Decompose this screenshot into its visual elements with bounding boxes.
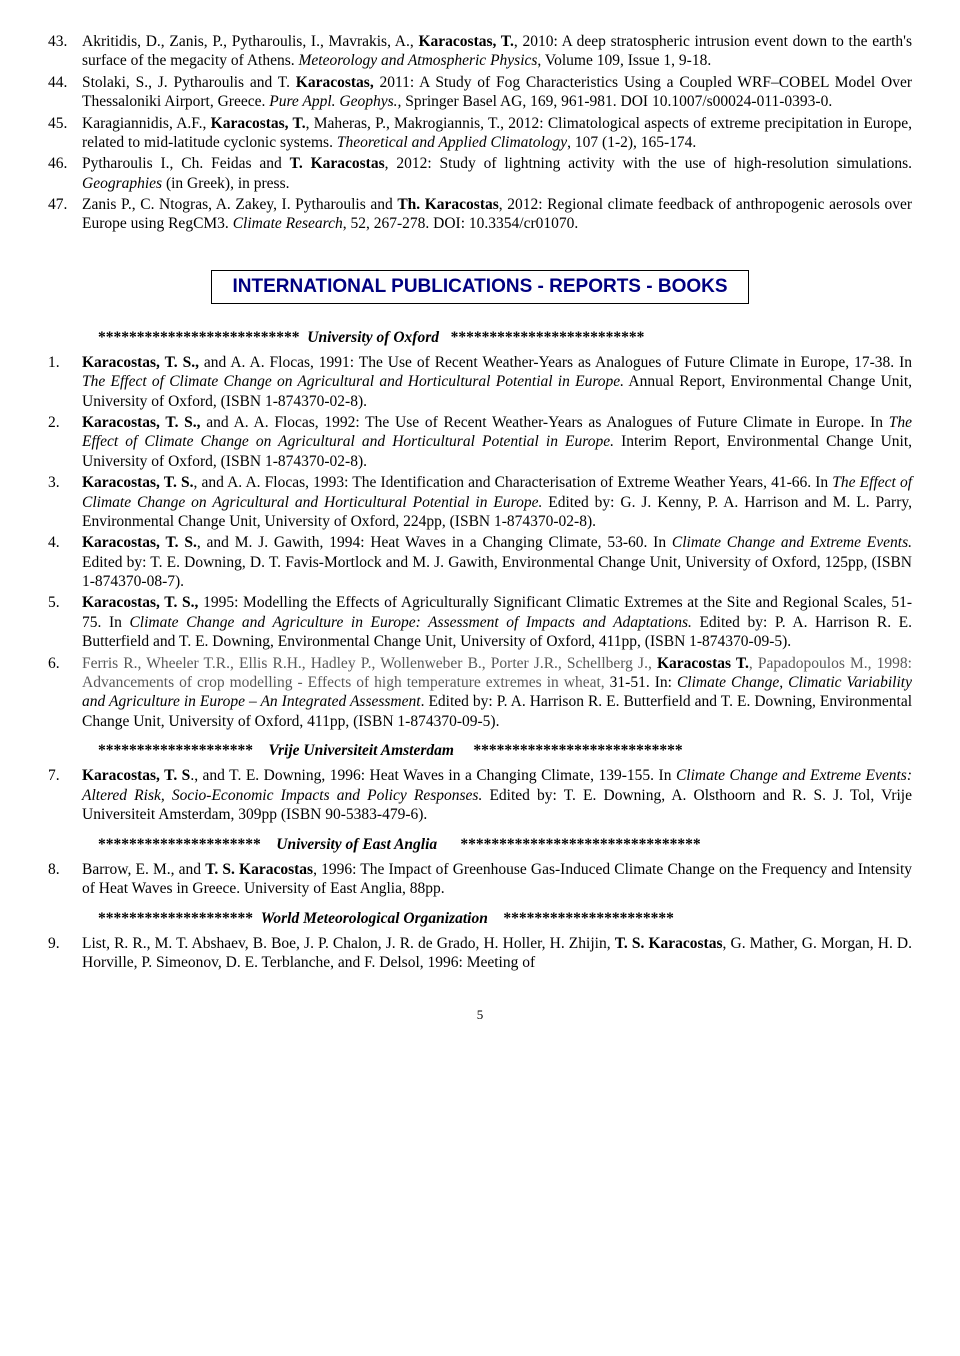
asterisks-left: ******************** (98, 742, 253, 759)
reference-item: 8.Barrow, E. M., and T. S. Karacostas, 1… (48, 860, 912, 899)
reference-number: 6. (48, 654, 82, 732)
reference-number: 9. (48, 934, 82, 973)
reference-number: 45. (48, 114, 82, 153)
section-header-wrap: INTERNATIONAL PUBLICATIONS - REPORTS - B… (48, 270, 912, 304)
vrije-references-list: 7.Karacostas, T. S., and T. E. Downing, … (48, 766, 912, 824)
reference-item: 1.Karacostas, T. S., and A. A. Flocas, 1… (48, 353, 912, 411)
reference-number: 1. (48, 353, 82, 411)
subheader-title: University of East Anglia (265, 836, 457, 853)
reference-body: Karacostas, T. S., 1995: Modelling the E… (82, 593, 912, 651)
reference-body: Karacostas, T. S., and A. A. Flocas, 199… (82, 473, 912, 531)
subheader-title: Vrije Universiteit Amsterdam (257, 742, 470, 759)
reference-number: 5. (48, 593, 82, 651)
asterisks-right: ********************** (503, 910, 674, 927)
reference-body: Karacostas, T. S., and T. E. Downing, 19… (82, 766, 912, 824)
reference-item: 3.Karacostas, T. S., and A. A. Flocas, 1… (48, 473, 912, 531)
subheader-title: World Meteorological Organization (257, 910, 500, 927)
reference-number: 47. (48, 195, 82, 234)
reference-number: 8. (48, 860, 82, 899)
reference-item: 9.List, R. R., M. T. Abshaev, B. Boe, J.… (48, 934, 912, 973)
reference-number: 44. (48, 73, 82, 112)
reference-body: List, R. R., M. T. Abshaev, B. Boe, J. P… (82, 934, 912, 973)
reference-number: 3. (48, 473, 82, 531)
reference-body: Ferris R., Wheeler T.R., Ellis R.H., Had… (82, 654, 912, 732)
asterisks-left: ********************* (98, 836, 261, 853)
reference-body: Karagiannidis, A.F., Karacostas, T., Mah… (82, 114, 912, 153)
reference-number: 4. (48, 533, 82, 591)
reference-item: 4.Karacostas, T. S., and M. J. Gawith, 1… (48, 533, 912, 591)
reference-body: Akritidis, D., Zanis, P., Pytharoulis, I… (82, 32, 912, 71)
reference-item: 47.Zanis P., C. Ntogras, A. Zakey, I. Py… (48, 195, 912, 234)
asterisks-left: ************************** (98, 329, 300, 346)
asterisks-left: ******************** (98, 910, 253, 927)
reference-body: Karacostas, T. S., and A. A. Flocas, 199… (82, 353, 912, 411)
subheader-oxford: ************************** University of… (98, 328, 912, 347)
reference-number: 43. (48, 32, 82, 71)
subheader-anglia: ********************* University of East… (98, 835, 912, 854)
subheader-vrije: ******************** Vrije Universiteit … (98, 741, 912, 760)
reference-number: 46. (48, 154, 82, 193)
asterisks-right: ************************* (451, 329, 645, 346)
reference-body: Karacostas, T. S., and M. J. Gawith, 199… (82, 533, 912, 591)
top-references-list: 43.Akritidis, D., Zanis, P., Pytharoulis… (48, 32, 912, 234)
reference-item: 6.Ferris R., Wheeler T.R., Ellis R.H., H… (48, 654, 912, 732)
page-number: 5 (48, 1007, 912, 1023)
anglia-references-list: 8.Barrow, E. M., and T. S. Karacostas, 1… (48, 860, 912, 899)
reference-number: 2. (48, 413, 82, 471)
reference-item: 2.Karacostas, T. S., and A. A. Flocas, 1… (48, 413, 912, 471)
subheader-wmo: ******************** World Meteorologica… (98, 909, 912, 928)
reference-item: 44.Stolaki, S., J. Pytharoulis and T. Ka… (48, 73, 912, 112)
reference-item: 45.Karagiannidis, A.F., Karacostas, T., … (48, 114, 912, 153)
wmo-references-list: 9.List, R. R., M. T. Abshaev, B. Boe, J.… (48, 934, 912, 973)
reference-item: 7.Karacostas, T. S., and T. E. Downing, … (48, 766, 912, 824)
oxford-references-list: 1.Karacostas, T. S., and A. A. Flocas, 1… (48, 353, 912, 731)
reference-item: 5.Karacostas, T. S., 1995: Modelling the… (48, 593, 912, 651)
section-title: INTERNATIONAL PUBLICATIONS - REPORTS - B… (211, 270, 748, 304)
reference-body: Stolaki, S., J. Pytharoulis and T. Karac… (82, 73, 912, 112)
reference-body: Karacostas, T. S., and A. A. Flocas, 199… (82, 413, 912, 471)
asterisks-right: ******************************* (460, 836, 700, 853)
reference-body: Pytharoulis I., Ch. Feidas and T. Karaco… (82, 154, 912, 193)
reference-item: 43.Akritidis, D., Zanis, P., Pytharoulis… (48, 32, 912, 71)
reference-body: Zanis P., C. Ntogras, A. Zakey, I. Pytha… (82, 195, 912, 234)
subheader-title: University of Oxford (303, 329, 446, 346)
reference-item: 46.Pytharoulis I., Ch. Feidas and T. Kar… (48, 154, 912, 193)
asterisks-right: *************************** (473, 742, 682, 759)
reference-number: 7. (48, 766, 82, 824)
reference-body: Barrow, E. M., and T. S. Karacostas, 199… (82, 860, 912, 899)
